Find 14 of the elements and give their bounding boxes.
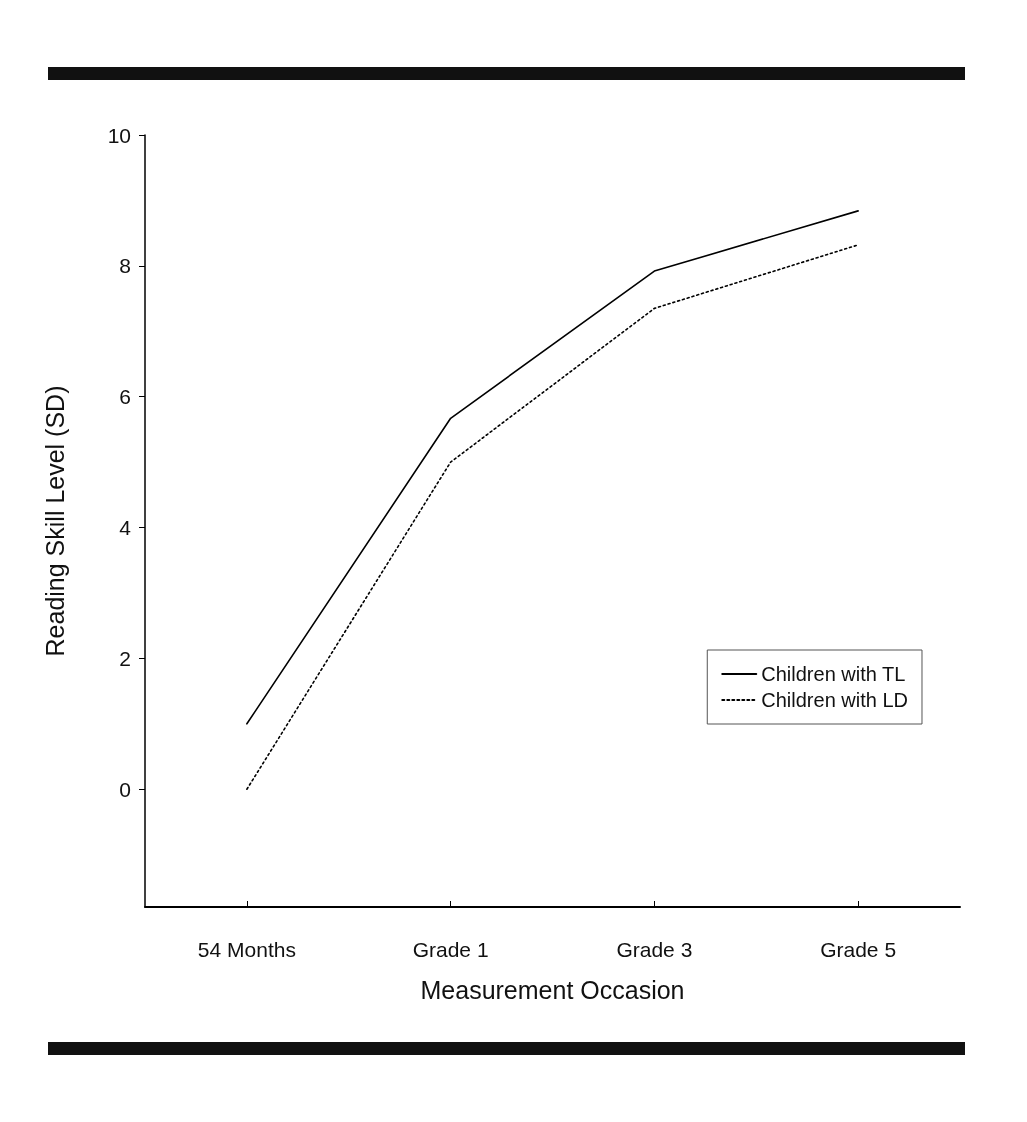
y-tick-label: 10 [107,123,131,147]
y-tick-label: 6 [119,385,131,409]
x-tick-label: 54 Months [197,938,296,961]
y-tick-label: 4 [119,516,132,540]
x-tick-label: Grade 5 [820,938,897,961]
x-axis-title: Measurement Occasion [420,975,685,1004]
legend-label: Children with LD [761,689,909,711]
legend-label: Children with TL [761,663,906,685]
y-tick-label: 8 [119,254,131,278]
x-tick-label: Grade 3 [616,938,693,961]
y-tick-label: 2 [119,646,131,670]
y-axis-title: Reading Skill Level (SD) [40,385,69,657]
y-tick-label: 0 [119,777,131,801]
x-tick-label: Grade 1 [412,938,489,961]
